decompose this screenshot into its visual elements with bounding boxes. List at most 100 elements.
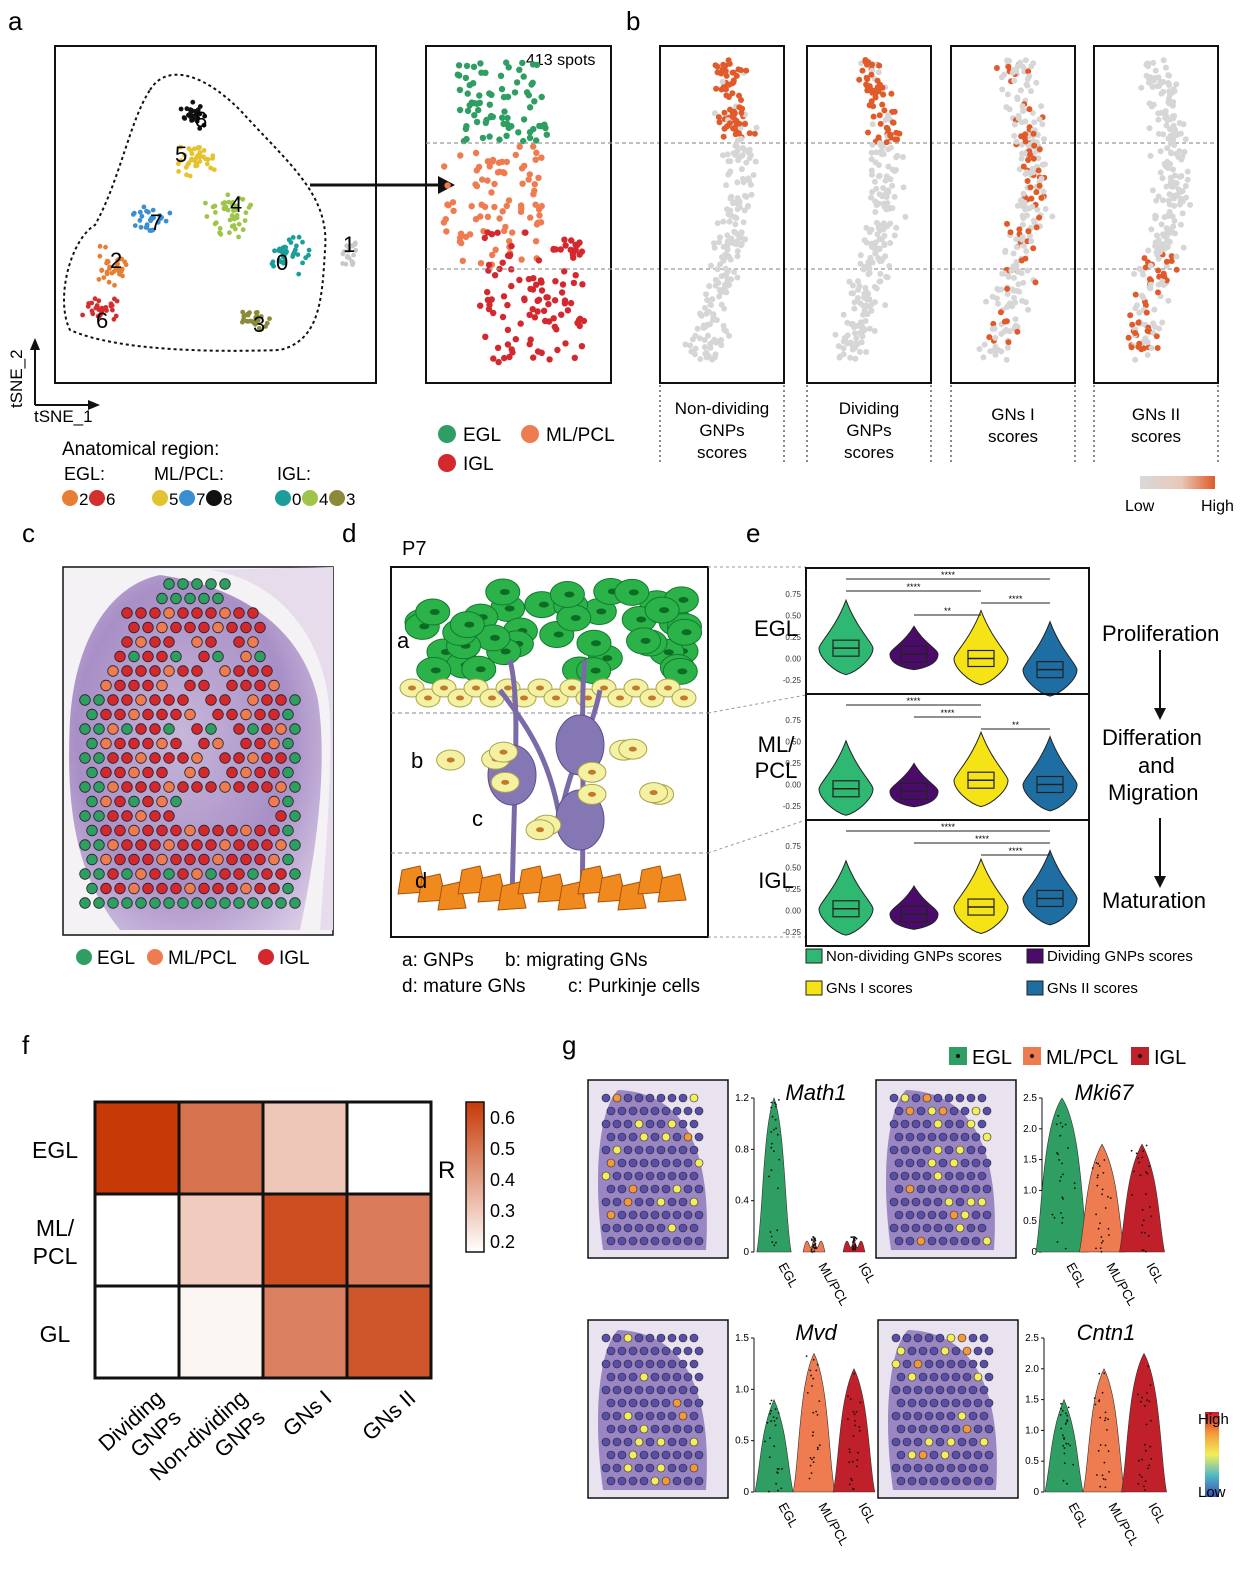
anatomical-swatch: [275, 490, 291, 506]
region-spot-ml: [481, 203, 489, 210]
region-spot-igl: [535, 257, 543, 264]
tissue-spot: [205, 636, 217, 648]
gene-tissue-spot: [645, 1119, 655, 1129]
score-spot: [733, 72, 740, 79]
gene-tissue-spot: [656, 1385, 666, 1395]
gnp-nucleus: [429, 608, 440, 615]
tissue-spot: [177, 868, 189, 880]
tsne-spot: [89, 308, 95, 314]
score-spot: [1014, 328, 1021, 335]
score-spot: [1149, 83, 1156, 90]
schematic-legend-1: a: GNPs: [402, 950, 474, 971]
significance-stars: ****: [906, 696, 921, 706]
gene-tissue-spot: [639, 1424, 649, 1434]
gene-point: [1061, 1409, 1064, 1412]
score-spot: [745, 202, 751, 209]
tissue-spot: [156, 853, 168, 866]
score-spot: [884, 274, 891, 281]
region-spot-egl: [470, 80, 477, 87]
gene-point: [1059, 1414, 1062, 1416]
gene-point: [809, 1369, 812, 1372]
gene-tissue-spot: [924, 1411, 934, 1421]
score-spot: [1010, 67, 1017, 73]
gene-point: [1097, 1227, 1100, 1230]
score-spot: [746, 146, 753, 153]
significance-stars: **: [944, 606, 952, 616]
tissue-spot: [128, 766, 140, 779]
violin-shape: [953, 730, 1009, 808]
gene-tissue-spot: [966, 1093, 976, 1103]
gene-point: [1064, 1123, 1067, 1126]
tissue-spot: [226, 882, 238, 895]
anatomical-group-name: ML/PCL:: [154, 464, 224, 484]
score-spot: [889, 182, 896, 189]
gene-xcat: EGL: [775, 1260, 801, 1290]
gene-point: [1062, 1173, 1064, 1176]
violin-ytick: 0.50: [785, 864, 801, 873]
gene-point: [775, 1105, 777, 1108]
score-spot: [1136, 309, 1143, 316]
tsne-spot: [197, 104, 203, 109]
score-spot: [1024, 76, 1031, 82]
tissue-spot: [149, 781, 161, 793]
gene-point: [770, 1101, 773, 1104]
gene-tissue-spot: [650, 1372, 660, 1382]
score-spot: [862, 318, 869, 324]
tissue-spot: [275, 897, 287, 909]
score-spot: [1173, 266, 1180, 273]
region-spot-egl: [482, 69, 489, 77]
region-spot-egl: [476, 92, 483, 99]
anatomical-swatch: [179, 490, 195, 506]
score-spot: [1160, 231, 1166, 238]
score-spot: [861, 237, 868, 244]
score-spot: [849, 346, 856, 353]
tissue-spot: [240, 679, 252, 692]
gene-point: [774, 1118, 777, 1121]
gnp-nucleus: [419, 623, 430, 630]
gene-point: [771, 1115, 774, 1118]
gene-point: [1062, 1444, 1065, 1447]
cluster-label-0: 0: [276, 250, 288, 275]
tissue-spot: [226, 621, 238, 634]
tissue-spot: [86, 795, 98, 808]
gene-point: [810, 1250, 813, 1252]
gene-tissue-spot: [628, 1424, 638, 1434]
gene-point: [818, 1444, 821, 1447]
tissue-spot: [261, 868, 273, 880]
gene-point: [1095, 1213, 1097, 1216]
tissue-spot: [184, 679, 196, 692]
region-legend-label: ML/PCL: [546, 425, 615, 446]
gene-tissue-spot: [667, 1411, 677, 1421]
score-spot: [1163, 263, 1170, 270]
gene-point: [1141, 1396, 1144, 1399]
gene-point: [1104, 1478, 1107, 1481]
gene-tissue-spot: [949, 1106, 959, 1116]
region-spot-igl: [578, 343, 586, 350]
tsne-spot: [119, 256, 124, 262]
gene-tissue-spot: [661, 1476, 671, 1486]
tsne-spot: [225, 192, 231, 198]
gene-tissue-spot: [907, 1424, 917, 1434]
score-spot: [991, 325, 998, 332]
score-spot: [1128, 344, 1135, 351]
tsne-spot: [350, 260, 356, 266]
tissue-spot: [114, 679, 126, 692]
tissue-spot: [107, 839, 119, 851]
region-spot-ml: [496, 168, 503, 175]
region-spot-egl: [526, 134, 534, 141]
tissue-spot: [212, 824, 224, 837]
region-spot-ml: [512, 151, 519, 159]
score-label: GNs II: [1132, 405, 1180, 424]
gene-tissue-spot: [946, 1359, 956, 1369]
tissue-spot: [121, 781, 133, 793]
score-label: Non-dividing: [675, 399, 770, 418]
violin-ytick: 0.75: [785, 842, 801, 851]
gene-point: [1101, 1188, 1104, 1191]
tissue-spot: [247, 723, 259, 735]
score-spot: [1020, 215, 1027, 222]
region-spot-igl: [580, 317, 588, 325]
tissue-spot: [121, 723, 133, 735]
tissue-spot: [254, 708, 266, 721]
tissue-spot: [163, 897, 175, 909]
score-spot: [1163, 258, 1170, 265]
